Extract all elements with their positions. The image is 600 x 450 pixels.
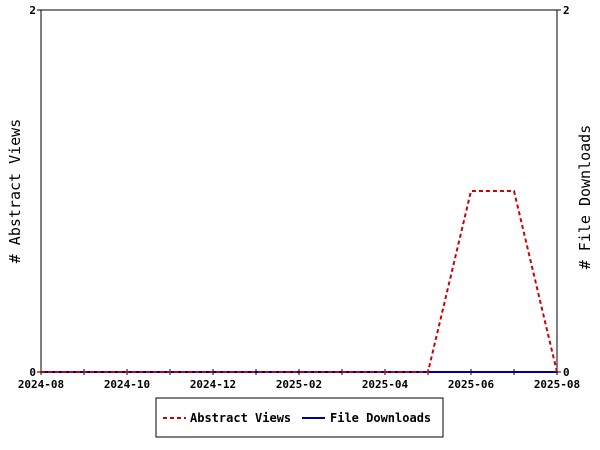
right-axis-title: # File Downloads — [576, 125, 594, 270]
legend-label-abstract-views: Abstract Views — [190, 411, 291, 425]
x-tick-label-2025-06: 2025-06 — [448, 378, 495, 391]
x-tick-label-2024-10: 2024-10 — [104, 378, 150, 391]
legend-box — [155, 397, 444, 438]
x-tick-label-2025-04: 2025-04 — [362, 378, 409, 391]
x-tick-label-2024-12: 2024-12 — [190, 378, 236, 391]
right-y-tick-label-bottom: 0 — [563, 366, 570, 379]
left-y-tick-label-top: 2 — [29, 4, 36, 17]
legend-label-file-downloads: File Downloads — [330, 411, 431, 425]
left-y-tick-label-bottom: 0 — [29, 366, 36, 379]
x-tick-label-2024-08: 2024-08 — [18, 378, 64, 391]
x-tick-label-2025-08: 2025-08 — [534, 378, 580, 391]
series-layer — [41, 190, 558, 373]
plot-area — [40, 9, 558, 373]
x-axis-tick-labels: 2024-08 2024-10 2024-12 2025-02 2025-04 2025-… — [18, 378, 580, 391]
x-tick-label-2025-02: 2025-02 — [276, 378, 322, 391]
right-y-tick-label-top: 2 — [563, 4, 570, 17]
left-axis-title: # Abstract Views — [6, 119, 24, 264]
series-line-abstract-views — [41, 190, 558, 373]
